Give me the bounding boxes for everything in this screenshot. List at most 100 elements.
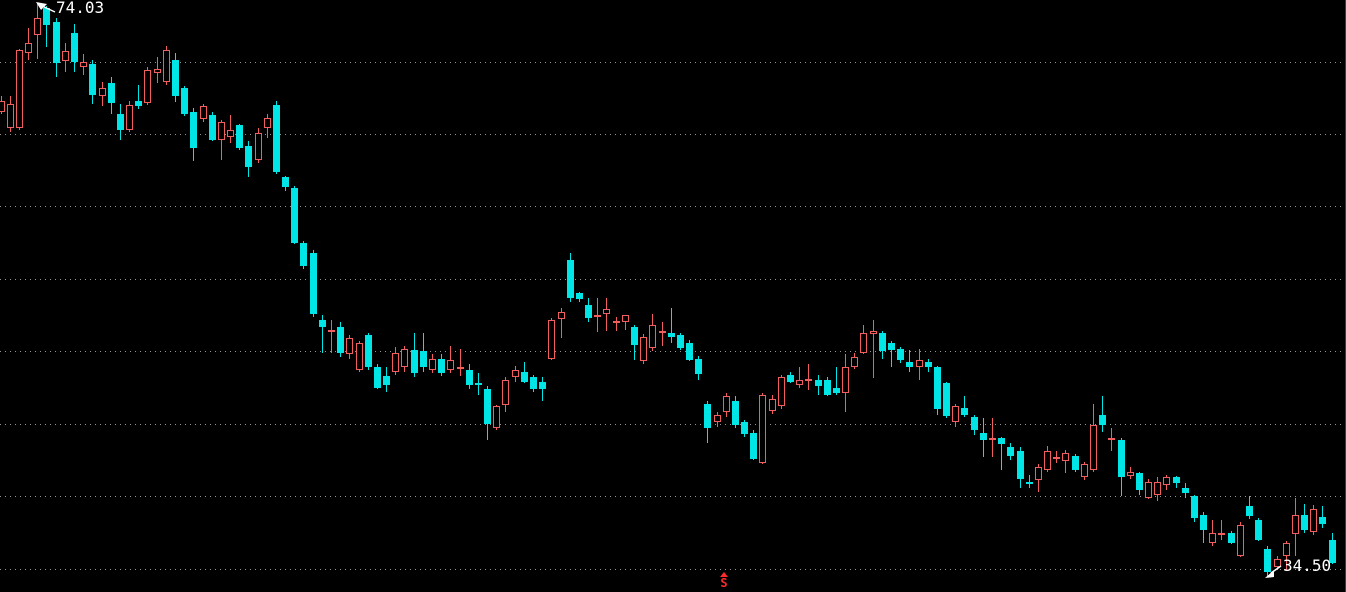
candle-wick — [835, 367, 837, 395]
candle-body — [126, 105, 133, 130]
candle-body — [493, 406, 501, 429]
candle-wick — [670, 307, 672, 343]
grid-line — [0, 206, 1346, 208]
candle-body — [777, 377, 785, 407]
candle-body — [465, 370, 473, 385]
candle-wick — [872, 319, 874, 378]
candle-body — [217, 122, 225, 140]
candle-body — [1282, 542, 1290, 556]
candle-body — [153, 68, 161, 73]
candle-body — [878, 332, 886, 352]
candle-wick — [1001, 436, 1003, 471]
candle-body — [447, 360, 455, 371]
grid-line — [0, 61, 1346, 63]
candle-body — [704, 403, 712, 429]
candle-body — [731, 400, 739, 426]
candle-body — [1273, 558, 1281, 568]
candle-wick — [597, 297, 599, 333]
candle-body — [1145, 481, 1152, 498]
candle-body — [1053, 457, 1061, 460]
candle-wick — [1028, 474, 1030, 488]
candle-body — [621, 315, 629, 323]
candle-body — [851, 357, 859, 368]
candle-wick — [799, 367, 801, 388]
candle-body — [823, 380, 831, 395]
candle-body — [750, 432, 758, 459]
candle-wick — [624, 315, 626, 330]
candle-body — [236, 125, 244, 149]
candle-body — [787, 374, 794, 382]
candle-body — [686, 342, 693, 361]
candle-body — [768, 399, 776, 411]
candle-body — [80, 61, 88, 68]
candle-body — [61, 51, 69, 62]
candle-body — [116, 113, 124, 130]
candle-body — [0, 100, 5, 113]
candle-body — [1071, 455, 1079, 471]
candle-body — [539, 381, 547, 389]
candle-body — [805, 378, 813, 381]
candle-body — [860, 332, 868, 353]
candle-body — [1181, 487, 1189, 494]
candle-body — [906, 361, 914, 368]
candle-body — [988, 438, 996, 441]
candle-body — [438, 358, 446, 374]
candle-body — [171, 60, 179, 97]
candle-body — [566, 260, 574, 298]
candle-wick — [1065, 449, 1067, 474]
candle-body — [263, 118, 271, 129]
grid-line — [0, 134, 1346, 135]
triangle-up-icon — [720, 572, 728, 577]
candle-body — [484, 389, 491, 424]
candle-body — [43, 7, 51, 26]
candle-body — [337, 326, 345, 353]
candle-body — [869, 331, 877, 334]
candle-body — [640, 336, 648, 362]
candle-body — [649, 325, 657, 349]
candle-wick — [331, 319, 332, 353]
candle-body — [915, 360, 923, 368]
candle-body — [943, 383, 950, 417]
candle-body — [1328, 539, 1336, 563]
candle-body — [667, 332, 675, 337]
candle-body — [1099, 415, 1107, 426]
candle-body — [713, 415, 721, 423]
candle-wick — [46, 6, 48, 47]
candle-body — [1310, 509, 1318, 533]
candle-body — [695, 358, 703, 375]
candle-body — [1163, 477, 1171, 485]
grid-line — [0, 423, 1346, 425]
candle-body — [502, 380, 510, 405]
candle-body — [796, 380, 804, 385]
candle-body — [300, 242, 308, 266]
candle-wick — [991, 418, 993, 458]
candle-body — [89, 64, 97, 95]
candle-body — [1319, 516, 1327, 524]
candle-body — [933, 367, 941, 410]
candle-body — [1172, 477, 1180, 484]
candle-body — [1291, 515, 1299, 534]
candle-body — [924, 361, 932, 368]
grid-line — [0, 496, 1346, 498]
candle-body — [814, 380, 822, 387]
candle-body — [961, 407, 969, 416]
candle-body — [722, 396, 730, 413]
candle-body — [383, 376, 391, 385]
candle-body — [1301, 515, 1309, 530]
candle-body — [970, 416, 978, 430]
candle-body — [594, 315, 602, 318]
candle-body — [1025, 481, 1033, 484]
candle-body — [1246, 506, 1253, 517]
candle-body — [1236, 525, 1244, 556]
candle-body — [328, 329, 335, 332]
candle-wick — [138, 84, 140, 110]
candle-body — [70, 32, 78, 62]
candle-body — [998, 438, 1006, 445]
candle-body — [529, 377, 537, 389]
candle-body — [557, 312, 565, 320]
candle-body — [254, 132, 262, 160]
candle-body — [1016, 451, 1024, 479]
candle-wick — [230, 115, 231, 143]
grid-line — [0, 278, 1346, 280]
